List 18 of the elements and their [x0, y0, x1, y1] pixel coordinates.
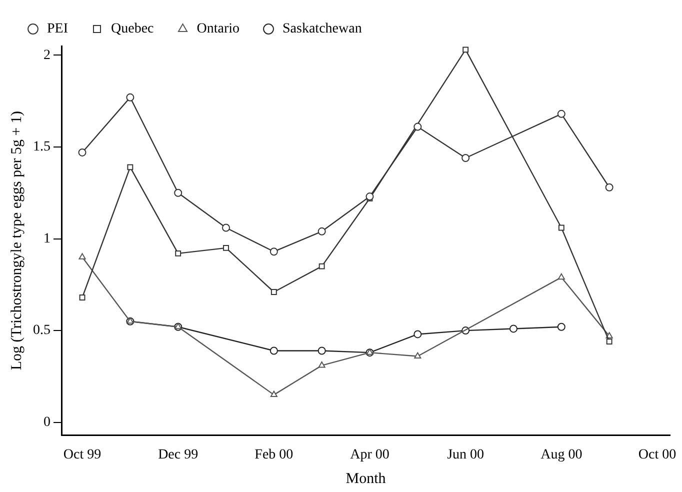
x-tick-label: Oct 99 [63, 447, 102, 462]
x-tick-label: Dec 99 [158, 447, 198, 462]
legend-label: Ontario [196, 22, 240, 37]
x-tick-label: Jun 00 [447, 447, 484, 462]
legend-label: Saskatchewan [282, 22, 362, 37]
x-tick-label: Apr 00 [350, 447, 390, 462]
y-tick-label: 0 [44, 415, 50, 430]
y-tick-label: 2 [44, 48, 50, 63]
x-tick-label: Oct 00 [638, 447, 676, 462]
legend-label: Quebec [111, 22, 154, 37]
y-tick-label: 1 [44, 231, 50, 246]
y-tick-label: 0.5 [33, 323, 50, 338]
x-tick-label: Feb 00 [254, 447, 294, 462]
x-tick-label: Aug 00 [540, 447, 582, 462]
y-tick-label: 1.5 [33, 140, 50, 155]
x-axis-title: Month [346, 470, 386, 487]
y-axis-title: Log (Trichostrongyle type eggs per 5g + 1) [8, 111, 25, 370]
legend-label: PEI [47, 22, 68, 37]
